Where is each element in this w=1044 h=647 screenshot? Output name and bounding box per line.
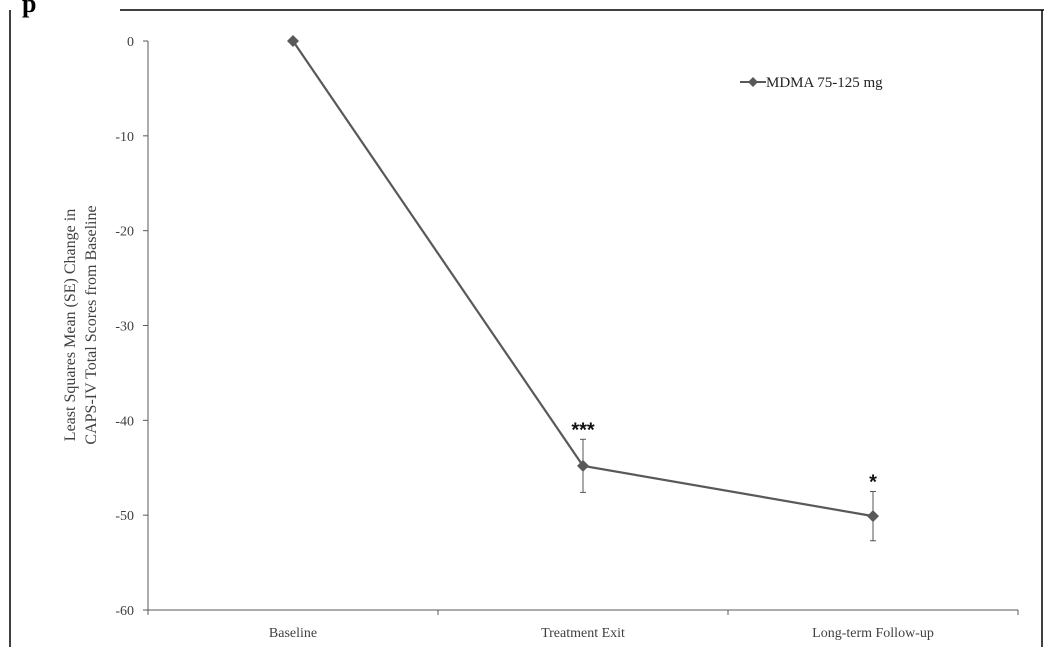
y-tick-label: -30 xyxy=(115,320,134,335)
x-ticks: Baseline Treatment Exit Long-term Follow-u… xyxy=(147,610,1019,641)
y-tick-label: -20 xyxy=(115,225,134,240)
chart-title: p xyxy=(22,0,36,18)
data-point-marker xyxy=(867,510,879,523)
data-point-marker xyxy=(287,35,299,47)
y-axis-label-line-2: CAPS-IV Total Scores from Baseline xyxy=(83,205,100,444)
series-layer: **** xyxy=(287,35,879,542)
y-tick-label: -50 xyxy=(115,509,134,524)
y-tick-label: -10 xyxy=(115,130,134,145)
y-tick-label: 0 xyxy=(127,35,134,50)
y-tick-label: -40 xyxy=(115,414,134,429)
y-tick-label: -60 xyxy=(115,604,134,619)
y-axis-label-line-1: Least Squares Mean (SE) Change in xyxy=(62,209,79,441)
x-tick-label: Treatment Exit xyxy=(541,626,625,641)
legend-label: MDMA 75-125 mg xyxy=(766,75,883,91)
y-ticks: 0 -10 -20 -30 -40 -50 -60 xyxy=(115,35,148,619)
data-point-marker xyxy=(577,459,589,472)
significance-marker: * xyxy=(869,471,877,493)
x-tick-label: Baseline xyxy=(269,626,317,641)
x-tick-label: Long-term Follow-up xyxy=(812,626,934,641)
significance-marker: *** xyxy=(571,419,595,441)
legend-marker xyxy=(748,77,758,87)
legend: MDMA 75-125 mg xyxy=(740,75,883,91)
